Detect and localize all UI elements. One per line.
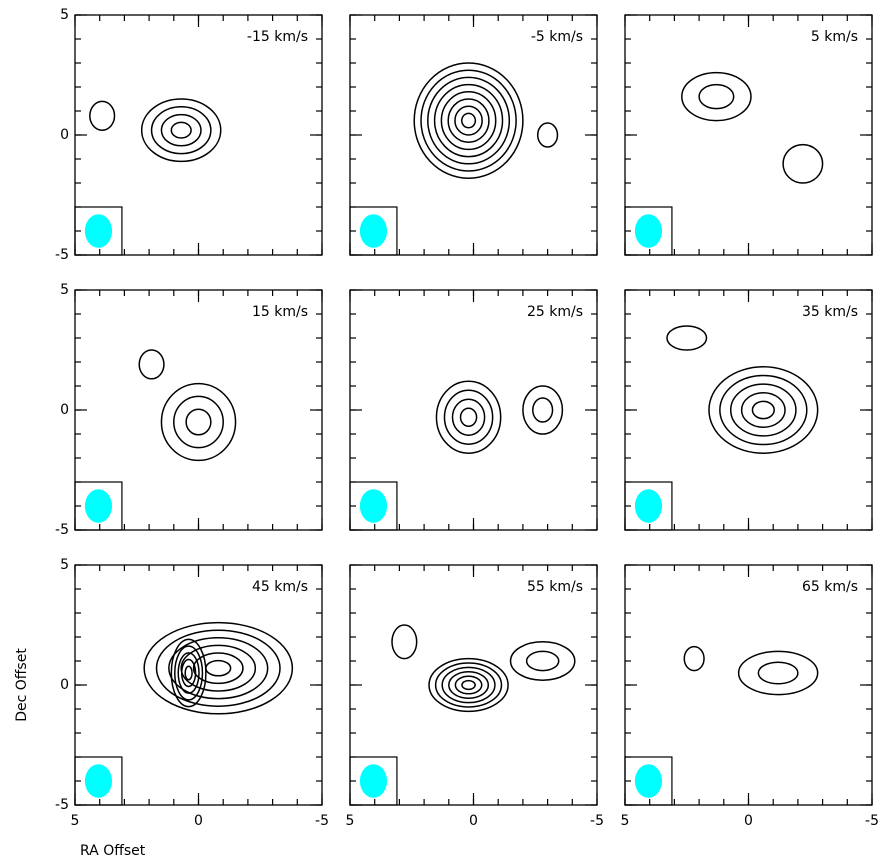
x-tick-label: 0 <box>469 813 478 829</box>
x-tick-label: 0 <box>194 813 203 829</box>
contour <box>522 385 564 435</box>
contour <box>427 76 511 165</box>
channel-label: 55 km/s <box>527 579 583 595</box>
contour <box>719 374 808 446</box>
contour <box>454 675 483 695</box>
contour <box>740 391 786 429</box>
y-tick-label: 5 <box>60 557 69 573</box>
beam <box>84 489 113 523</box>
y-axis-label: Dec Offset <box>14 648 30 722</box>
contour <box>681 71 752 122</box>
contour <box>185 408 212 436</box>
contour <box>435 380 502 454</box>
contour <box>448 671 490 699</box>
y-tick-label: 0 <box>60 127 69 143</box>
contour <box>525 650 560 672</box>
channel-label: 45 km/s <box>252 579 308 595</box>
contour <box>173 395 224 449</box>
contour <box>440 91 497 151</box>
contour <box>683 645 705 672</box>
contour <box>184 665 193 681</box>
channel-label: 15 km/s <box>252 304 308 320</box>
beam <box>634 489 663 523</box>
contour <box>192 652 244 685</box>
contour <box>428 657 509 713</box>
contour <box>461 679 476 691</box>
contour <box>420 69 517 172</box>
x-axis-label: RA Offset <box>80 843 146 859</box>
beam <box>84 764 113 798</box>
contour <box>757 661 799 685</box>
contour <box>461 112 477 129</box>
channel-label: 25 km/s <box>527 304 583 320</box>
contour <box>89 100 116 131</box>
beam <box>634 764 663 798</box>
beam <box>634 214 663 248</box>
contour <box>180 644 257 692</box>
y-tick-label: -5 <box>55 247 69 263</box>
contour <box>391 624 418 660</box>
y-tick-label: -5 <box>55 522 69 538</box>
x-tick-label: 5 <box>71 813 80 829</box>
contour <box>729 383 797 437</box>
contour <box>782 143 824 184</box>
x-tick-label: -5 <box>315 813 329 829</box>
contour <box>708 366 819 454</box>
channel-label: -5 km/s <box>531 29 583 45</box>
y-tick-label: 5 <box>60 7 69 23</box>
contour <box>532 397 554 423</box>
contour <box>138 349 165 380</box>
y-tick-label: 0 <box>60 402 69 418</box>
contour <box>140 98 222 163</box>
y-tick-label: 5 <box>60 282 69 298</box>
contour <box>751 400 775 420</box>
contour <box>205 659 232 677</box>
y-tick-label: 0 <box>60 677 69 693</box>
contour <box>180 658 197 688</box>
contour <box>160 113 202 147</box>
x-tick-label: 5 <box>621 813 630 829</box>
contour <box>447 98 490 143</box>
contour <box>443 389 494 445</box>
contour <box>698 83 735 110</box>
contour <box>451 398 486 436</box>
x-tick-label: -5 <box>865 813 879 829</box>
contour <box>160 382 237 462</box>
contour <box>150 106 212 155</box>
contour <box>434 662 503 708</box>
contour <box>441 666 496 704</box>
contour <box>737 650 819 696</box>
contour <box>174 645 204 701</box>
x-tick-label: -5 <box>590 813 604 829</box>
contour <box>170 121 192 139</box>
channel-label: -15 km/s <box>247 29 308 45</box>
channel-label: 65 km/s <box>802 579 858 595</box>
contour <box>413 62 524 179</box>
y-tick-label: -5 <box>55 797 69 813</box>
contour <box>459 407 478 427</box>
beam <box>359 214 388 248</box>
x-tick-label: 5 <box>346 813 355 829</box>
contour <box>536 122 559 148</box>
contour <box>177 652 200 694</box>
contour <box>155 629 281 707</box>
contour <box>666 325 708 351</box>
channel-label: 35 km/s <box>802 304 858 320</box>
contour <box>509 641 576 681</box>
beam <box>359 489 388 523</box>
contour <box>170 638 207 708</box>
contour <box>454 105 483 136</box>
channel-label: 5 km/s <box>811 29 858 45</box>
beam <box>84 214 113 248</box>
contour <box>143 621 294 715</box>
contour <box>168 637 269 700</box>
beam <box>359 764 388 798</box>
contour <box>433 83 504 158</box>
x-tick-label: 0 <box>744 813 753 829</box>
